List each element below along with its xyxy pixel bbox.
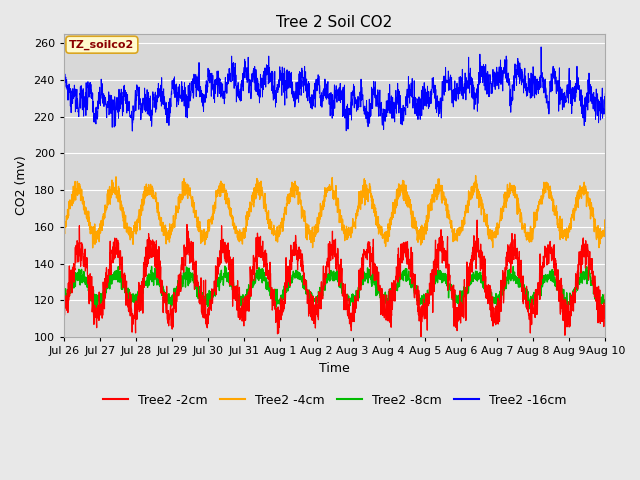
Text: TZ_soilco2: TZ_soilco2: [69, 39, 134, 50]
Y-axis label: CO2 (mv): CO2 (mv): [15, 156, 28, 216]
Title: Tree 2 Soil CO2: Tree 2 Soil CO2: [276, 15, 393, 30]
Legend: Tree2 -2cm, Tree2 -4cm, Tree2 -8cm, Tree2 -16cm: Tree2 -2cm, Tree2 -4cm, Tree2 -8cm, Tree…: [97, 389, 572, 412]
X-axis label: Time: Time: [319, 362, 350, 375]
